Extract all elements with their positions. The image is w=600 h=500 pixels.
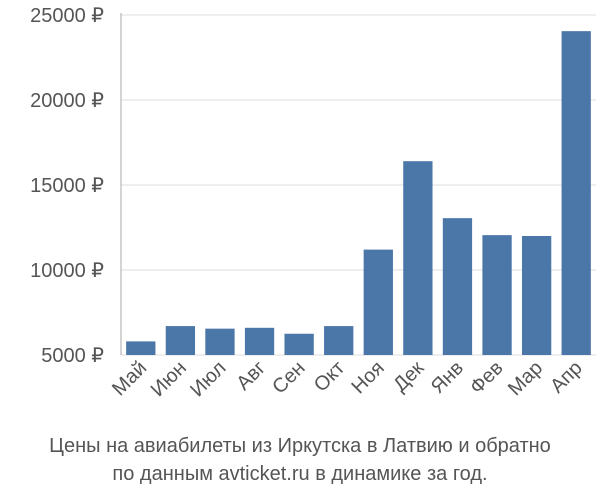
price-bar-chart: 5000 ₽ 10000 ₽ 15000 ₽ 20000 ₽ 25000 ₽ МайИюн…: [30, 5, 596, 401]
x-tick-label: Ноя: [348, 357, 389, 398]
x-tick-label: Янв: [427, 357, 468, 398]
bar: [126, 341, 156, 355]
bar: [284, 333, 314, 355]
x-tick-label: Июн: [147, 357, 191, 401]
bar: [442, 218, 473, 355]
y-tick-label: 25000 ₽: [30, 5, 104, 27]
x-tick-label: Дек: [389, 357, 428, 396]
bar: [521, 236, 552, 355]
chart-caption-line-1: Цены на авиабилеты из Иркутска в Латвию …: [49, 435, 551, 457]
bar: [403, 161, 433, 355]
y-tick-label: 5000 ₽: [41, 345, 104, 367]
bar: [165, 326, 196, 355]
x-tick-label: Мар: [504, 357, 547, 400]
x-tick-label: Апр: [546, 357, 587, 398]
y-tick-label: 10000 ₽: [30, 260, 104, 282]
x-tick-label: Фев: [466, 357, 508, 399]
bar: [324, 326, 354, 355]
bar: [205, 328, 235, 355]
x-tick-label: Авг: [232, 357, 270, 395]
bar: [482, 235, 512, 355]
chart-caption-line-2: по данным avticket.ru в динамике за год.: [112, 463, 488, 485]
bar: [561, 31, 591, 356]
y-tick-label: 20000 ₽: [30, 90, 104, 112]
y-tick-label: 15000 ₽: [30, 175, 104, 197]
x-tick-label: Окт: [310, 357, 349, 396]
x-tick-label: Июл: [186, 357, 230, 401]
x-tick-label: Май: [108, 357, 151, 400]
x-tick-label: Сен: [268, 357, 309, 398]
bar: [363, 249, 393, 355]
bar: [244, 327, 275, 355]
